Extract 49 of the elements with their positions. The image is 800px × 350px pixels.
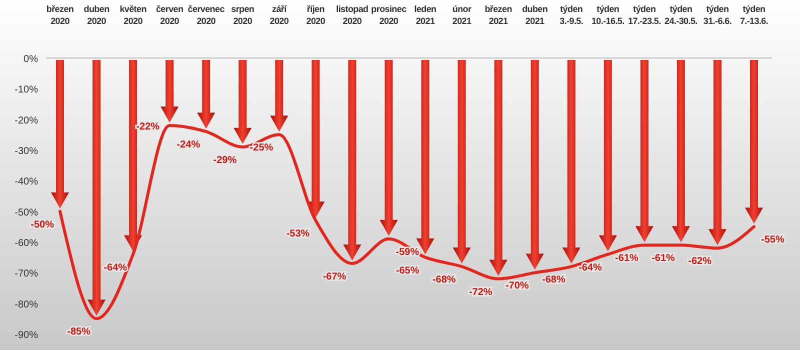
data-label: -68% (432, 274, 456, 286)
data-label: -53% (286, 228, 310, 240)
y-tick-label: -60% (14, 238, 38, 249)
data-label: -55% (761, 234, 784, 246)
y-tick-label: -80% (14, 299, 38, 310)
y-tick-label: -10% (14, 84, 38, 96)
x-tick-label: říjen 2020 (306, 4, 326, 26)
data-label: -50% (30, 219, 54, 230)
data-label: -62% (688, 256, 712, 268)
x-tick-label: týden 3.-9.5. (560, 4, 584, 26)
x-tick-label: duben 2020 (84, 4, 110, 26)
data-label: -29% (213, 154, 237, 166)
data-label: -67% (322, 271, 346, 282)
line-series (58, 124, 756, 320)
data-label: -64% (578, 262, 602, 274)
x-tick-label: týden 17.-23.5. (628, 4, 661, 26)
y-tick-label: -90% (14, 330, 38, 341)
y-tick-label: -70% (14, 268, 38, 280)
data-label: -61% (652, 253, 676, 264)
x-tick-label: únor 2021 (452, 4, 472, 26)
x-tick-label: březen 2020 (46, 4, 74, 26)
y-tick-label: 0% (24, 54, 38, 65)
data-label: -72% (468, 286, 492, 298)
x-tick-label: týden 24.-30.5. (664, 4, 698, 26)
x-tick-label: týden 7.-13.6. (740, 4, 768, 26)
x-tick-label: listopad 2020 (336, 4, 368, 26)
y-tick-label: -20% (14, 115, 38, 126)
x-tick-label: prosinec 2020 (371, 4, 407, 26)
x-tick-label: srpen 2020 (231, 4, 254, 26)
x-tick-label: týden 10.-16.5. (591, 4, 624, 26)
data-label: -65% (396, 265, 420, 276)
x-tick-label: květen 2020 (120, 4, 146, 26)
x-tick-label: červen 2020 (156, 4, 184, 26)
x-tick-label: týden 31.-6.6. (703, 4, 732, 26)
data-label: -70% (505, 280, 529, 292)
data-label: -24% (176, 140, 200, 151)
data-label: -64% (104, 262, 128, 274)
x-tick-label: leden 2021 (414, 4, 436, 26)
x-tick-label: březen 2021 (484, 4, 512, 26)
y-tick-label: -40% (14, 176, 38, 188)
x-tick-label: září 2020 (270, 4, 289, 26)
data-label: -25% (250, 142, 274, 154)
y-tick-label: -50% (14, 207, 38, 218)
x-tick-label: duben 2021 (522, 4, 548, 26)
y-tick-label: -30% (14, 146, 38, 157)
data-label: -61% (615, 253, 639, 264)
x-tick-label: červenec 2020 (188, 4, 225, 26)
data-label: -85% (67, 326, 91, 338)
data-label: -68% (542, 274, 566, 286)
